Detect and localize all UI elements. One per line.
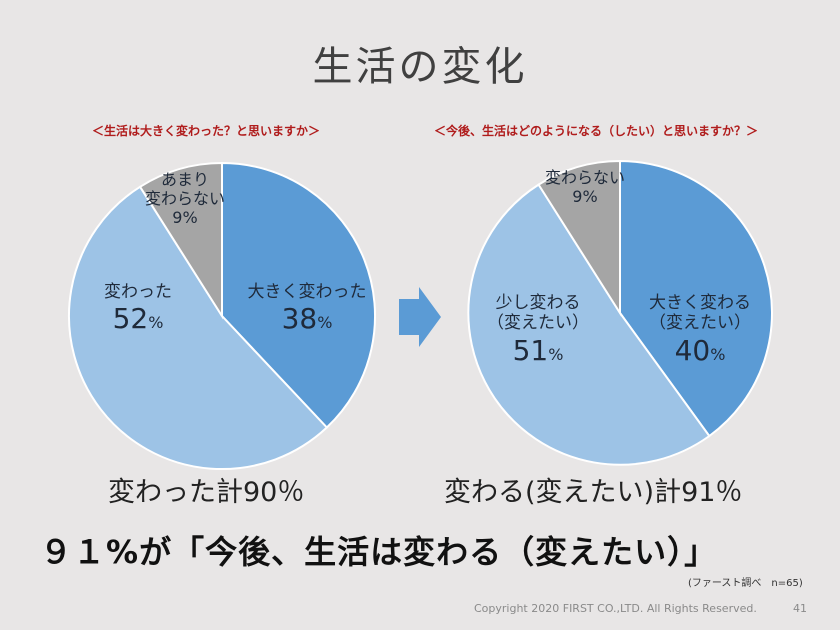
slice-label: （変えたい）	[487, 313, 589, 334]
right-label-small-change: 少し変わる （変えたい） 51%	[478, 293, 598, 367]
slice-unit: %	[148, 313, 164, 333]
slice-label: 変わった	[104, 282, 172, 302]
right-pie-chart	[467, 159, 773, 466]
survey-note: (ファースト調べ n=65)	[688, 578, 803, 589]
slice-unit: %	[317, 313, 333, 333]
left-question: ＜生活は大きく変わった？と思いますか＞	[92, 124, 321, 138]
left-label-big-change: 大きく変わった 38%	[232, 282, 382, 336]
slice-label: 変わらない	[144, 189, 225, 209]
left-label-changed: 変わった 52%	[88, 282, 188, 336]
slice-label: あまり	[160, 170, 209, 189]
slice-value: 52	[112, 302, 149, 336]
slice-value: 38	[281, 302, 318, 336]
left-slice-changed	[67, 185, 329, 471]
slice-label: 大きく変わった	[247, 282, 367, 302]
slide-title: 生活の変化	[312, 44, 528, 90]
left-slice-big-change	[221, 161, 376, 429]
left-pie-chart	[67, 161, 376, 471]
page-number: 41	[793, 602, 807, 615]
left-total: 変わった計90％	[108, 477, 305, 508]
slice-label: （変えたい）	[649, 313, 751, 334]
right-slice-big-change	[619, 159, 773, 438]
headline: ９１%が「今後、生活は変わる（変えたい）」	[40, 533, 718, 571]
slice-value: 9%	[572, 187, 598, 207]
slice-label: 大きく変わる	[649, 293, 751, 313]
right-arrow-icon	[399, 287, 441, 347]
right-slice-no-change	[537, 159, 621, 317]
slice-value: 40	[674, 333, 711, 367]
right-label-no-change: 変わらない 9%	[530, 168, 640, 206]
slice-unit: %	[548, 344, 564, 364]
slice-label: 少し変わる	[495, 293, 581, 313]
slice-label: 変わらない	[544, 168, 625, 187]
right-question: ＜今後、生活はどのようになる（したい）と思いますか？＞	[434, 124, 759, 138]
slice-value: 9%	[172, 208, 198, 228]
slice-value: 51	[512, 333, 549, 367]
copyright-footer: Copyright 2020 FIRST CO.,LTD. All Rights…	[474, 602, 757, 615]
left-slice-not-much	[138, 161, 223, 320]
slice-unit: %	[710, 344, 726, 364]
right-slice-small-change	[467, 183, 711, 466]
left-label-not-much: あまり 変わらない 9%	[130, 170, 240, 228]
right-total: 変わる(変えたい)計91％	[444, 477, 743, 508]
right-label-big-change: 大きく変わる （変えたい） 40%	[630, 293, 770, 367]
